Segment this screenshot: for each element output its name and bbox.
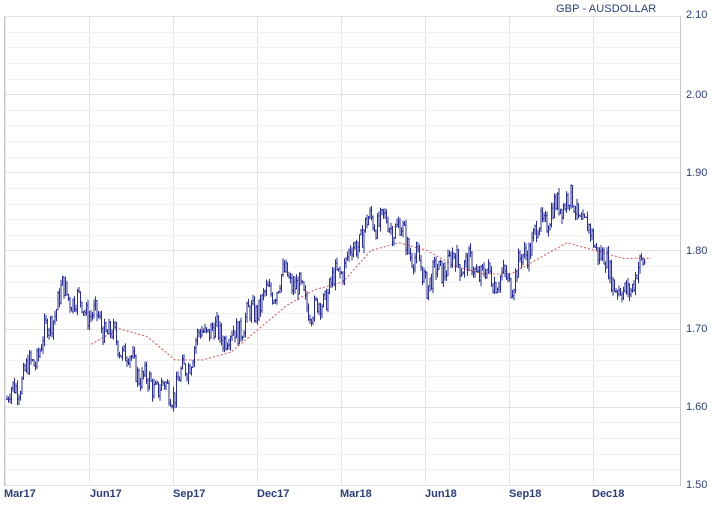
y-tick-label: 1.90 — [686, 167, 708, 179]
y-tick-label: 2.10 — [686, 9, 708, 21]
chart-title: GBP - AUSDOLLAR — [556, 3, 657, 15]
x-tick-label: Mar17 — [4, 488, 36, 500]
x-tick-label: Mar18 — [340, 488, 372, 500]
y-tick-label: 1.80 — [686, 245, 708, 257]
x-tick-label: Jun18 — [425, 488, 457, 500]
grid-lines — [5, 16, 680, 486]
x-tick-label: Dec17 — [257, 488, 290, 500]
x-tick-label: Sep18 — [509, 488, 542, 500]
y-tick-label: 1.50 — [686, 479, 708, 491]
moving-average-line — [90, 242, 651, 361]
x-tick-label: Sep17 — [173, 488, 206, 500]
price-bars — [6, 184, 646, 412]
y-tick-label: 1.60 — [686, 401, 708, 413]
x-tick-label: Jun17 — [90, 488, 122, 500]
x-tick-label: Dec18 — [592, 488, 625, 500]
y-tick-label: 2.00 — [686, 89, 708, 101]
y-tick-label: 1.70 — [686, 323, 708, 335]
